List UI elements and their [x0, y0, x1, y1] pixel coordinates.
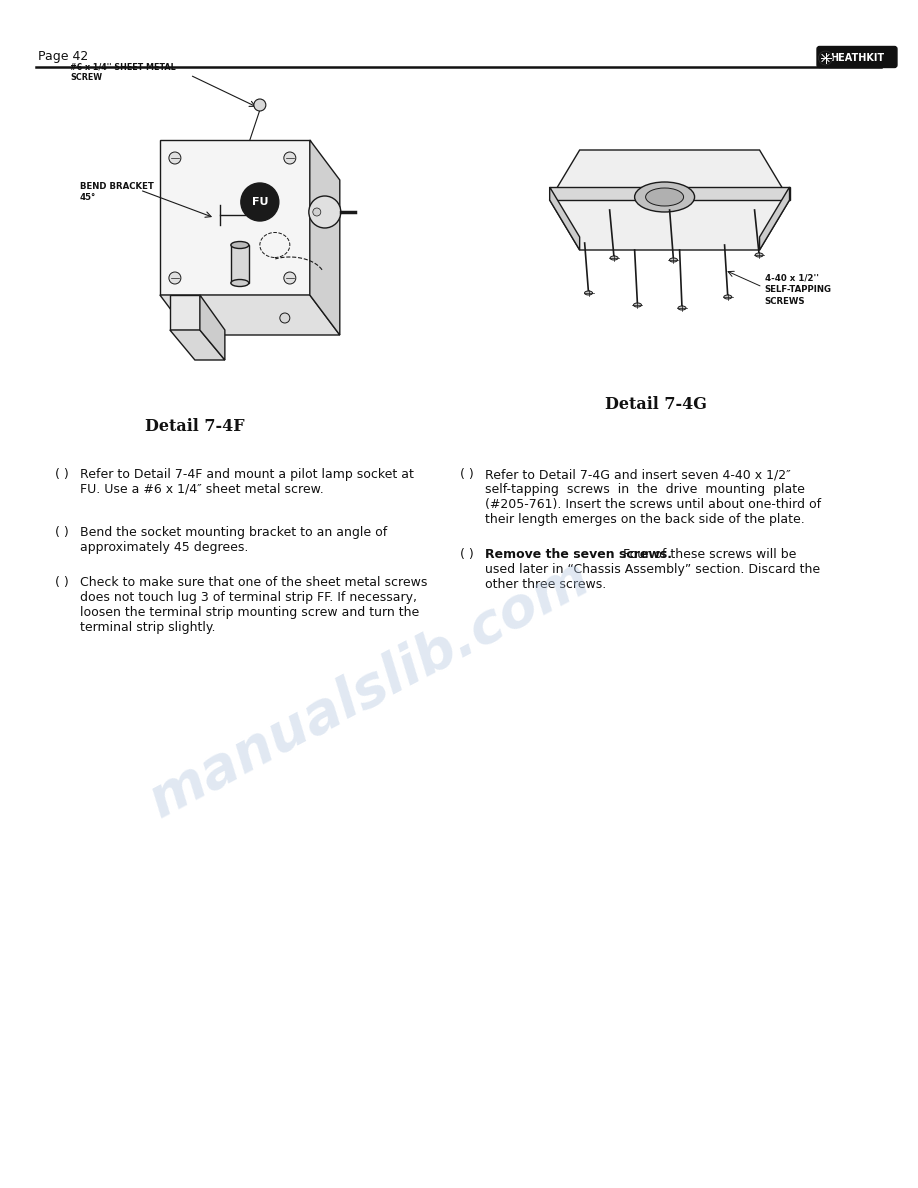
Ellipse shape	[819, 51, 833, 65]
Ellipse shape	[610, 255, 618, 260]
Polygon shape	[550, 150, 789, 249]
Text: other three screws.: other three screws.	[485, 579, 606, 590]
Polygon shape	[309, 140, 340, 335]
Polygon shape	[550, 187, 789, 200]
Ellipse shape	[230, 241, 249, 248]
Circle shape	[280, 312, 290, 323]
Text: Remove the seven screws.: Remove the seven screws.	[485, 548, 672, 561]
Text: their length emerges on the back side of the plate.: their length emerges on the back side of…	[485, 513, 804, 526]
Circle shape	[241, 183, 279, 221]
Text: manualslib.com: manualslib.com	[140, 551, 599, 829]
Circle shape	[254, 99, 266, 110]
Circle shape	[169, 152, 181, 164]
Polygon shape	[200, 295, 225, 360]
Text: Page 42: Page 42	[38, 50, 88, 63]
Circle shape	[284, 152, 296, 164]
Text: BEND BRACKET
45°: BEND BRACKET 45°	[80, 182, 154, 202]
Text: Refer to Detail 7-4F and mount a pilot lamp socket at: Refer to Detail 7-4F and mount a pilot l…	[80, 468, 414, 481]
Text: 4-40 x 1/2''
SELF-TAPPING
SCREWS: 4-40 x 1/2'' SELF-TAPPING SCREWS	[765, 273, 832, 307]
Ellipse shape	[585, 291, 592, 295]
Polygon shape	[160, 295, 340, 335]
Polygon shape	[759, 187, 789, 249]
Text: ( ): ( )	[460, 548, 474, 561]
Text: (#205-761). Insert the screws until about one-third of: (#205-761). Insert the screws until abou…	[485, 498, 821, 511]
Text: approximately 45 degrees.: approximately 45 degrees.	[80, 541, 249, 554]
Text: #6 x 1/4'' SHEET METAL
SCREW: #6 x 1/4'' SHEET METAL SCREW	[70, 62, 175, 82]
Polygon shape	[170, 295, 200, 330]
Text: self-tapping  screws  in  the  drive  mounting  plate: self-tapping screws in the drive mountin…	[485, 484, 804, 497]
Text: does not touch lug 3 of terminal strip FF. If necessary,: does not touch lug 3 of terminal strip F…	[80, 590, 417, 604]
Ellipse shape	[723, 295, 732, 299]
Ellipse shape	[645, 188, 684, 206]
Text: used later in “Chassis Assembly” section. Discard the: used later in “Chassis Assembly” section…	[485, 563, 820, 576]
Circle shape	[308, 196, 341, 228]
Text: FU. Use a #6 x 1/4″ sheet metal screw.: FU. Use a #6 x 1/4″ sheet metal screw.	[80, 484, 324, 497]
Text: terminal strip slightly.: terminal strip slightly.	[80, 621, 216, 634]
Text: Check to make sure that one of the sheet metal screws: Check to make sure that one of the sheet…	[80, 576, 427, 589]
Text: Detail 7-4F: Detail 7-4F	[145, 418, 245, 435]
Text: Refer to Detail 7-4G and insert seven 4-40 x 1/2″: Refer to Detail 7-4G and insert seven 4-…	[485, 468, 790, 481]
Text: loosen the terminal strip mounting screw and turn the: loosen the terminal strip mounting screw…	[80, 606, 420, 619]
Polygon shape	[550, 187, 579, 249]
Ellipse shape	[669, 258, 677, 263]
Text: FU: FU	[252, 197, 268, 207]
Text: ( ): ( )	[55, 576, 69, 589]
Text: HEATHKIT: HEATHKIT	[831, 53, 885, 63]
Text: Bend the socket mounting bracket to an angle of: Bend the socket mounting bracket to an a…	[80, 526, 387, 539]
Circle shape	[313, 208, 320, 216]
Text: ( ): ( )	[55, 468, 69, 481]
Polygon shape	[170, 330, 225, 360]
Ellipse shape	[633, 303, 642, 307]
Text: ( ): ( )	[460, 468, 474, 481]
Circle shape	[284, 272, 296, 284]
Text: Detail 7-4G: Detail 7-4G	[605, 396, 707, 413]
Circle shape	[169, 272, 181, 284]
Ellipse shape	[756, 253, 763, 257]
Ellipse shape	[634, 182, 695, 211]
Ellipse shape	[678, 307, 686, 310]
Text: Four of these screws will be: Four of these screws will be	[619, 548, 797, 561]
Ellipse shape	[230, 279, 249, 286]
Bar	[230, 245, 249, 283]
Text: ( ): ( )	[55, 526, 69, 539]
FancyBboxPatch shape	[817, 46, 897, 68]
Polygon shape	[160, 140, 309, 295]
